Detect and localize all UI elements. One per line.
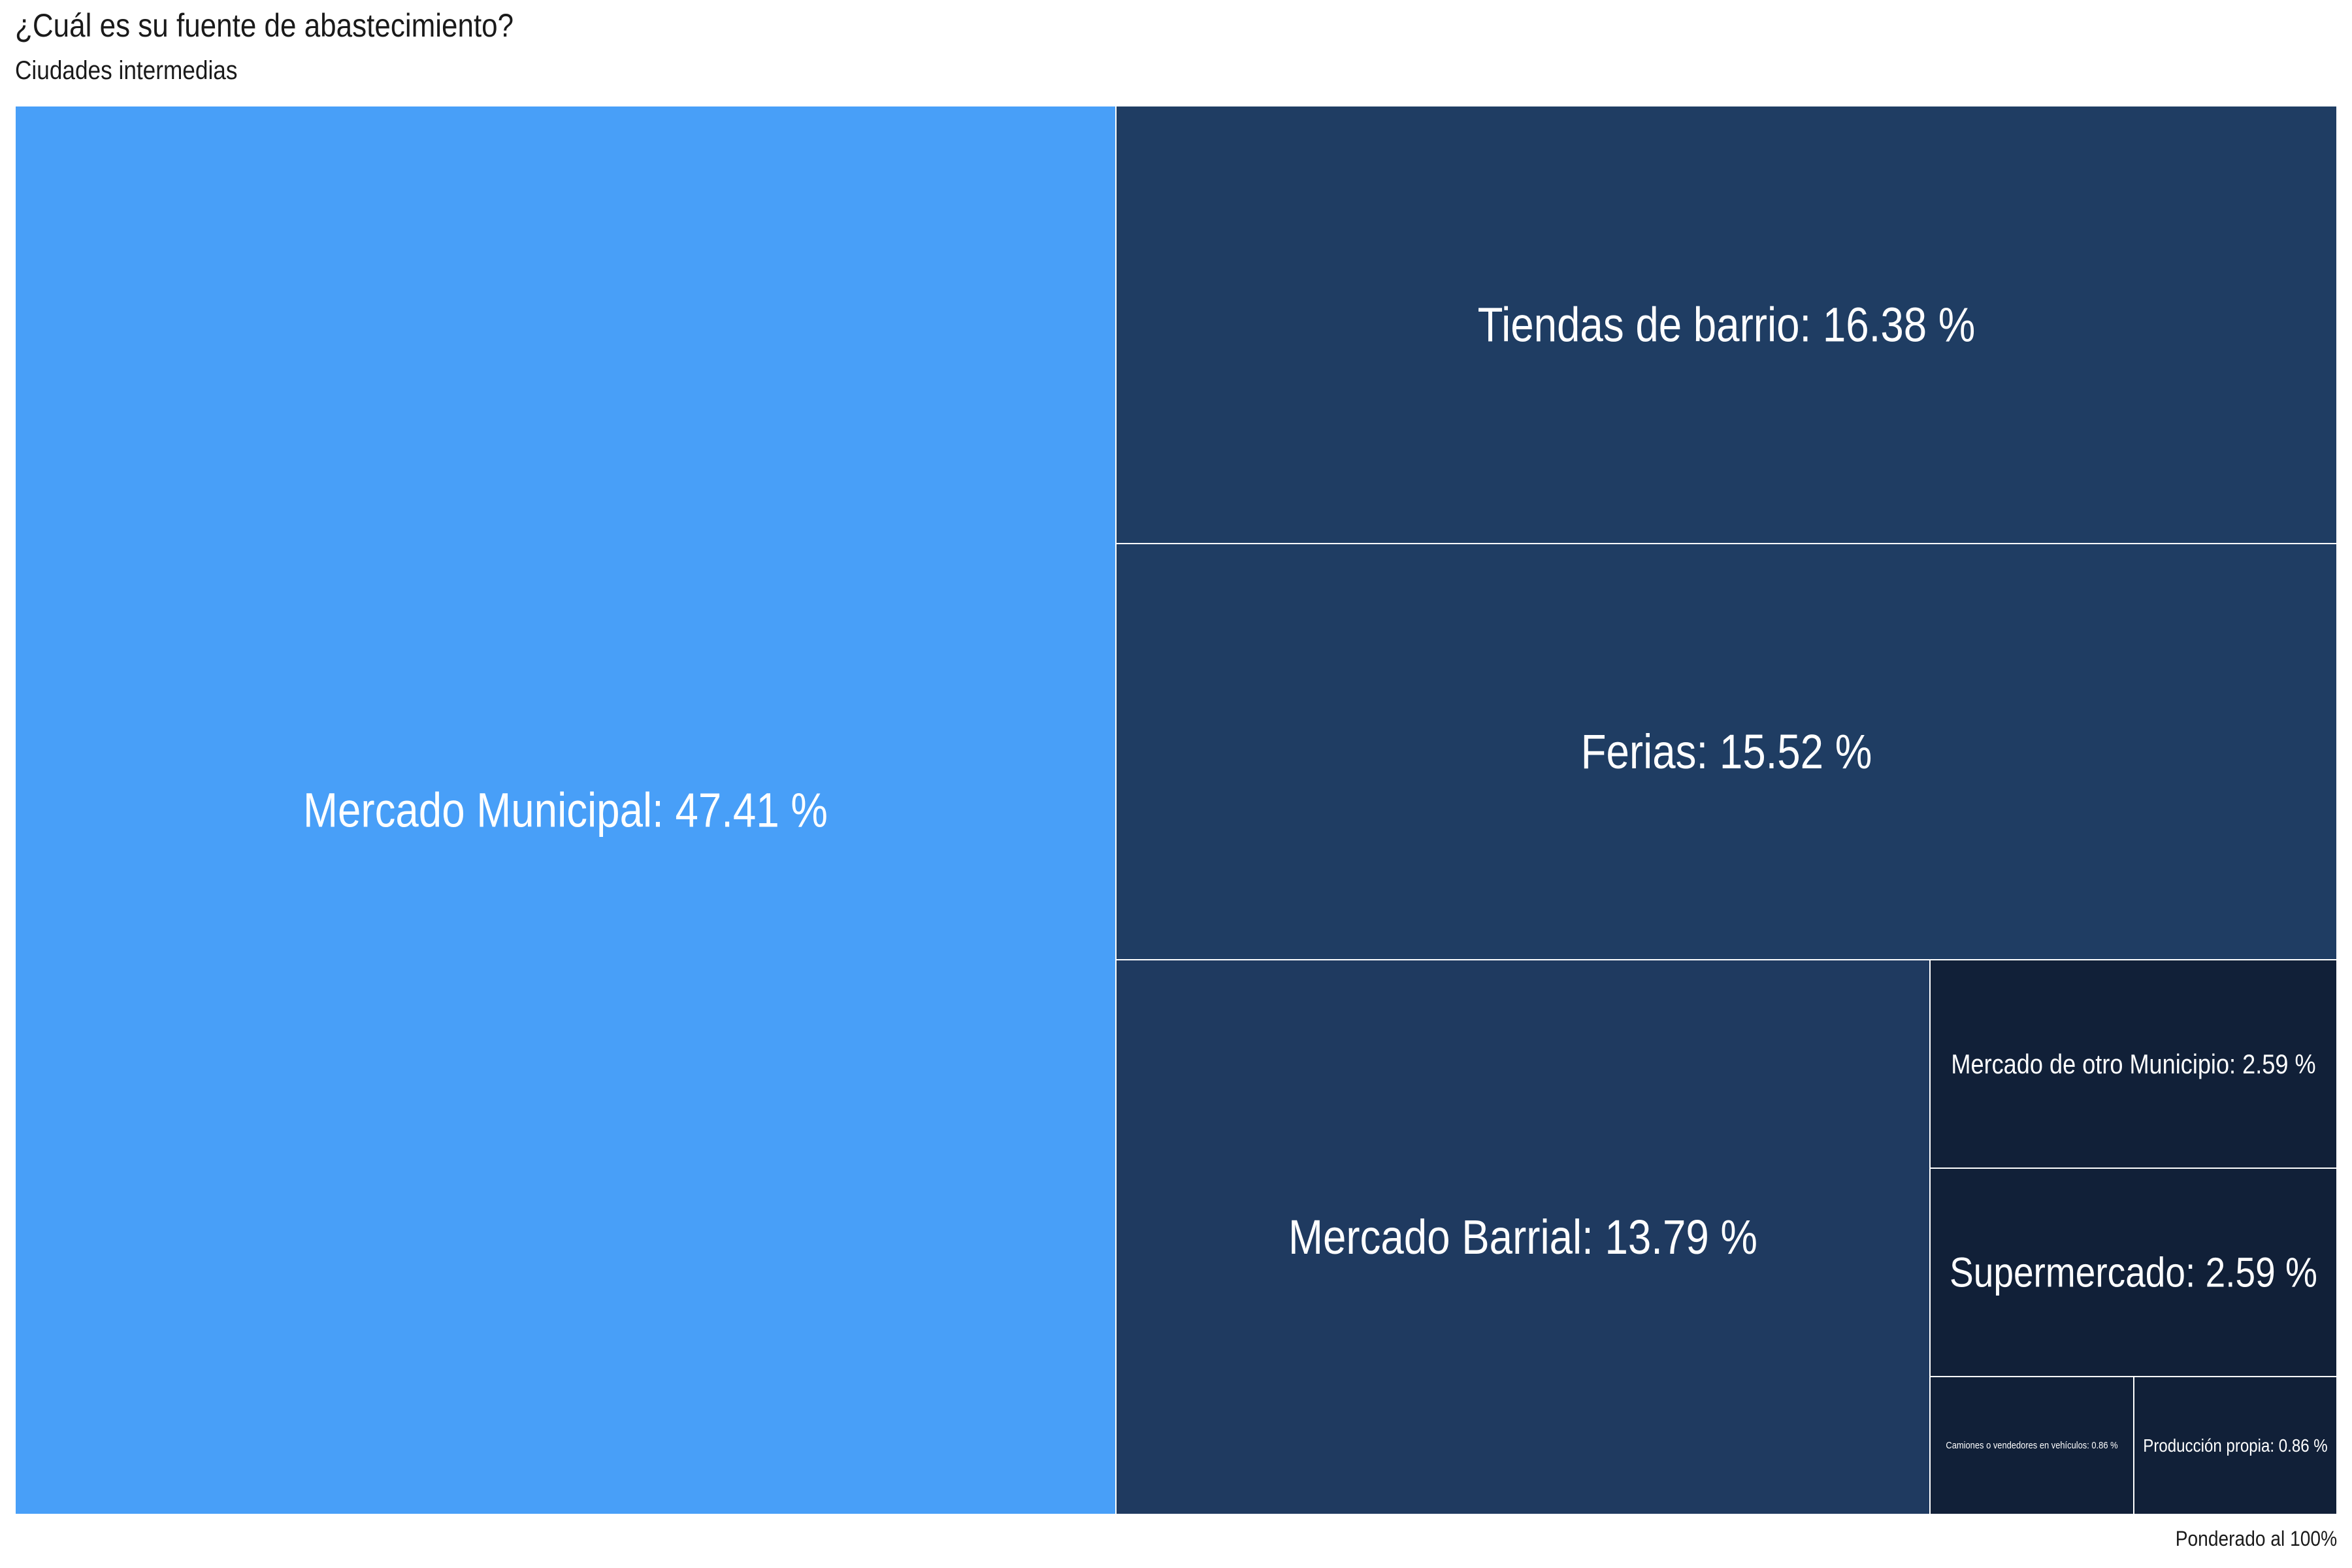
treemap-tile-ferias: Ferias: 15.52 % [1115,543,2338,960]
treemap-label: Mercado Barrial: 13.79 % [1288,1210,1757,1264]
treemap-tile-mercado-municipal: Mercado Municipal: 47.41 % [14,105,1117,1515]
treemap-rect [14,105,1117,1515]
treemap-rect [1929,959,2338,1169]
treemap-tile-supermercado: Supermercado: 2.59 % [1929,1168,2338,1377]
treemap-rect [1115,543,2338,960]
treemap-label: Producción propia: 0.86 % [2143,1435,2327,1456]
treemap-label: Mercado Municipal: 47.41 % [303,783,828,838]
treemap-label: Camiones o vendedores en vehículos: 0.86… [1946,1440,2117,1451]
treemap-label: Tiendas de barrio: 16.38 % [1478,298,1976,352]
treemap-rect [2133,1376,2338,1515]
chart-title: ¿Cuál es su fuente de abastecimiento? [15,7,514,44]
treemap-rect [1929,1168,2338,1377]
treemap-rect [1115,105,2338,544]
treemap-rect [1115,959,1931,1515]
chart-caption: Ponderado al 100% [2175,1527,2337,1550]
treemap-rect [1929,1376,2134,1515]
chart-subtitle: Ciudades intermedias [15,56,238,85]
treemap-tile-camiones-o-vendedores-en-veh-culos: Camiones o vendedores en vehículos: 0.86… [1929,1376,2134,1515]
treemap-tile-tiendas-de-barrio: Tiendas de barrio: 16.38 % [1115,105,2338,544]
treemap-label: Ferias: 15.52 % [1581,725,1872,779]
treemap-tile-mercado-de-otro-municipio: Mercado de otro Municipio: 2.59 % [1929,959,2338,1169]
treemap-label: Supermercado: 2.59 % [1950,1249,2317,1296]
treemap-label: Mercado de otro Municipio: 2.59 % [1951,1049,2315,1079]
treemap-tile-mercado-barrial: Mercado Barrial: 13.79 % [1115,959,1931,1515]
treemap-tile-producci-n-propia: Producción propia: 0.86 % [2133,1376,2338,1515]
